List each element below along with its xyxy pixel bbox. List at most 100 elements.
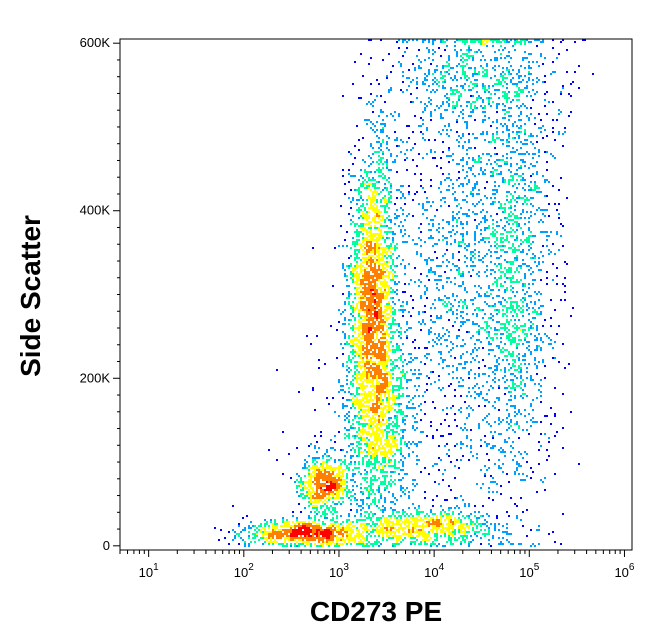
- event-dot: [382, 399, 384, 401]
- event-dot: [364, 339, 366, 341]
- event-dot: [468, 209, 470, 211]
- event-dot: [376, 251, 378, 253]
- event-dot: [504, 349, 506, 351]
- event-dot: [420, 223, 422, 225]
- event-dot: [422, 213, 424, 215]
- event-dot: [386, 143, 388, 145]
- event-dot: [558, 213, 560, 215]
- event-dot: [456, 71, 458, 73]
- event-dot: [542, 245, 544, 247]
- event-dot: [504, 305, 506, 307]
- event-dot: [522, 301, 524, 303]
- event-dot: [384, 413, 386, 415]
- event-dot: [486, 65, 488, 67]
- event-dot: [508, 335, 510, 337]
- event-dot: [488, 375, 490, 377]
- event-dot: [368, 177, 370, 179]
- event-dot: [344, 333, 346, 335]
- event-dot: [534, 181, 536, 183]
- event-dot: [514, 395, 516, 397]
- event-dot: [506, 349, 508, 351]
- event-dot: [540, 395, 542, 397]
- event-dot: [478, 285, 480, 287]
- event-dot: [496, 239, 498, 241]
- event-dot: [508, 241, 510, 243]
- event-dot: [384, 281, 386, 283]
- event-dot: [368, 443, 370, 445]
- event-dot: [338, 431, 340, 433]
- event-dot: [374, 417, 376, 419]
- event-dot: [458, 329, 460, 331]
- event-dot: [522, 211, 524, 213]
- event-dot: [506, 251, 508, 253]
- event-dot: [488, 227, 490, 229]
- event-dot: [404, 441, 406, 443]
- event-dot: [524, 143, 526, 145]
- event-dot: [370, 423, 372, 425]
- event-dot: [360, 269, 362, 271]
- event-dot: [524, 339, 526, 341]
- event-dot: [356, 387, 358, 389]
- event-dot: [552, 39, 554, 41]
- event-dot: [484, 169, 486, 171]
- event-dot: [376, 297, 378, 299]
- event-dot: [524, 41, 526, 43]
- event-dot: [382, 259, 384, 261]
- event-dot: [384, 447, 386, 449]
- event-dot: [456, 443, 458, 445]
- event-dot: [372, 295, 374, 297]
- event-dot: [508, 51, 510, 53]
- event-dot: [376, 441, 378, 443]
- event-dot: [516, 149, 518, 151]
- event-dot: [486, 197, 488, 199]
- event-dot: [392, 351, 394, 353]
- event-dot: [466, 437, 468, 439]
- event-dot: [522, 393, 524, 395]
- event-dot: [360, 185, 362, 187]
- event-dot: [548, 215, 550, 217]
- event-dot: [558, 189, 560, 191]
- event-dot: [400, 355, 402, 357]
- event-dot: [372, 429, 374, 431]
- event-dot: [376, 405, 378, 407]
- event-dot: [478, 405, 480, 407]
- event-dot: [524, 201, 526, 203]
- event-dot: [486, 381, 488, 383]
- event-dot: [356, 415, 358, 417]
- event-dot: [504, 325, 506, 327]
- event-dot: [528, 307, 530, 309]
- event-dot: [350, 247, 352, 249]
- event-dot: [386, 379, 388, 381]
- event-dot: [362, 345, 364, 347]
- event-dot: [364, 329, 366, 331]
- event-dot: [466, 49, 468, 51]
- event-dot: [424, 73, 426, 75]
- event-dot: [420, 403, 422, 405]
- event-dot: [502, 249, 504, 251]
- event-dot: [508, 213, 510, 215]
- event-dot: [452, 293, 454, 295]
- event-dot: [382, 335, 384, 337]
- event-dot: [374, 351, 376, 353]
- event-dot: [524, 51, 526, 53]
- event-dot: [488, 225, 490, 227]
- event-dot: [530, 107, 532, 109]
- event-dot: [500, 271, 502, 273]
- event-dot: [400, 377, 402, 379]
- event-dot: [428, 377, 430, 379]
- event-dot: [368, 353, 370, 355]
- event-dot: [368, 393, 370, 395]
- event-dot: [444, 95, 446, 97]
- event-dot: [506, 93, 508, 95]
- event-dot: [372, 331, 374, 333]
- event-dot: [382, 385, 384, 387]
- event-dot: [400, 229, 402, 231]
- event-dot: [362, 213, 364, 215]
- event-dot: [468, 47, 470, 49]
- event-dot: [528, 227, 530, 229]
- event-dot: [498, 399, 500, 401]
- event-dot: [510, 395, 512, 397]
- event-dot: [520, 375, 522, 377]
- event-dot: [354, 249, 356, 251]
- event-dot: [506, 269, 508, 271]
